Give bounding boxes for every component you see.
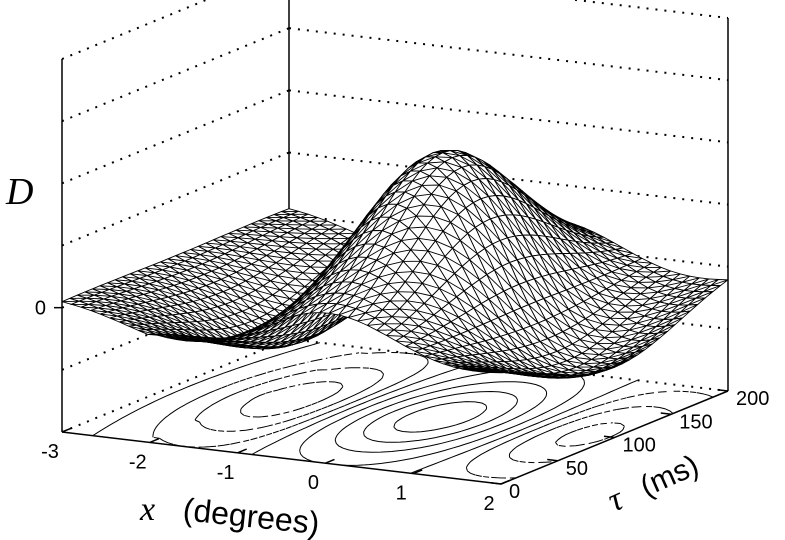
- grid-line: [288, 338, 729, 392]
- x-axis-unit: (degrees): [181, 491, 321, 540]
- x-axis-symbol: x: [139, 491, 155, 528]
- x-tick: [61, 427, 72, 433]
- x-tick: [325, 458, 335, 464]
- grid-line: [61, 89, 290, 185]
- x-tick-label: 0: [308, 472, 319, 494]
- y-tick: [603, 435, 615, 439]
- contour-line: [152, 352, 714, 479]
- x-tick: [237, 448, 247, 454]
- surface-mesh: [61, 150, 729, 379]
- contour-projection: [92, 342, 714, 479]
- grid-line: [61, 27, 290, 123]
- y-tick-label: 150: [679, 411, 712, 433]
- contour-line: [363, 391, 518, 443]
- y-tick: [490, 482, 502, 485]
- y-tick-label: 100: [623, 435, 656, 457]
- contour-line: [240, 381, 625, 447]
- grid-line: [288, 151, 729, 206]
- y-tick-label: 200: [736, 388, 769, 410]
- grid-line: [288, 27, 729, 82]
- z-tick-label: 0: [35, 298, 46, 320]
- y-tick: [547, 458, 558, 462]
- x-tick-label: -3: [41, 441, 59, 463]
- y-axis-unit: (ms): [635, 449, 703, 504]
- contour-line: [393, 401, 488, 433]
- x-tick-label: -2: [129, 451, 147, 473]
- contour-line: [299, 368, 585, 466]
- contour-line: [194, 367, 674, 464]
- x-axis-line: [61, 431, 502, 485]
- x-tick-label: -1: [217, 462, 235, 484]
- x-tick-label: 1: [396, 483, 407, 505]
- grid-line: [61, 338, 290, 433]
- grid-line: [61, 0, 209, 60]
- mesh-cell: [491, 371, 510, 374]
- y-axis-symbol: τ: [602, 480, 630, 519]
- contour-line: [334, 381, 548, 453]
- x-tick: [500, 479, 511, 485]
- z-axis-label: D: [5, 171, 33, 213]
- grid-line: [567, 0, 729, 19]
- y-tick-label: 0: [509, 481, 520, 503]
- y-tick: [717, 389, 729, 392]
- y-tick-label: 50: [566, 458, 588, 480]
- x-tick-label: 2: [483, 493, 494, 515]
- x-tick: [149, 437, 160, 444]
- x-tick: [412, 469, 423, 475]
- grid-line: [288, 89, 729, 144]
- y-tick: [660, 412, 672, 415]
